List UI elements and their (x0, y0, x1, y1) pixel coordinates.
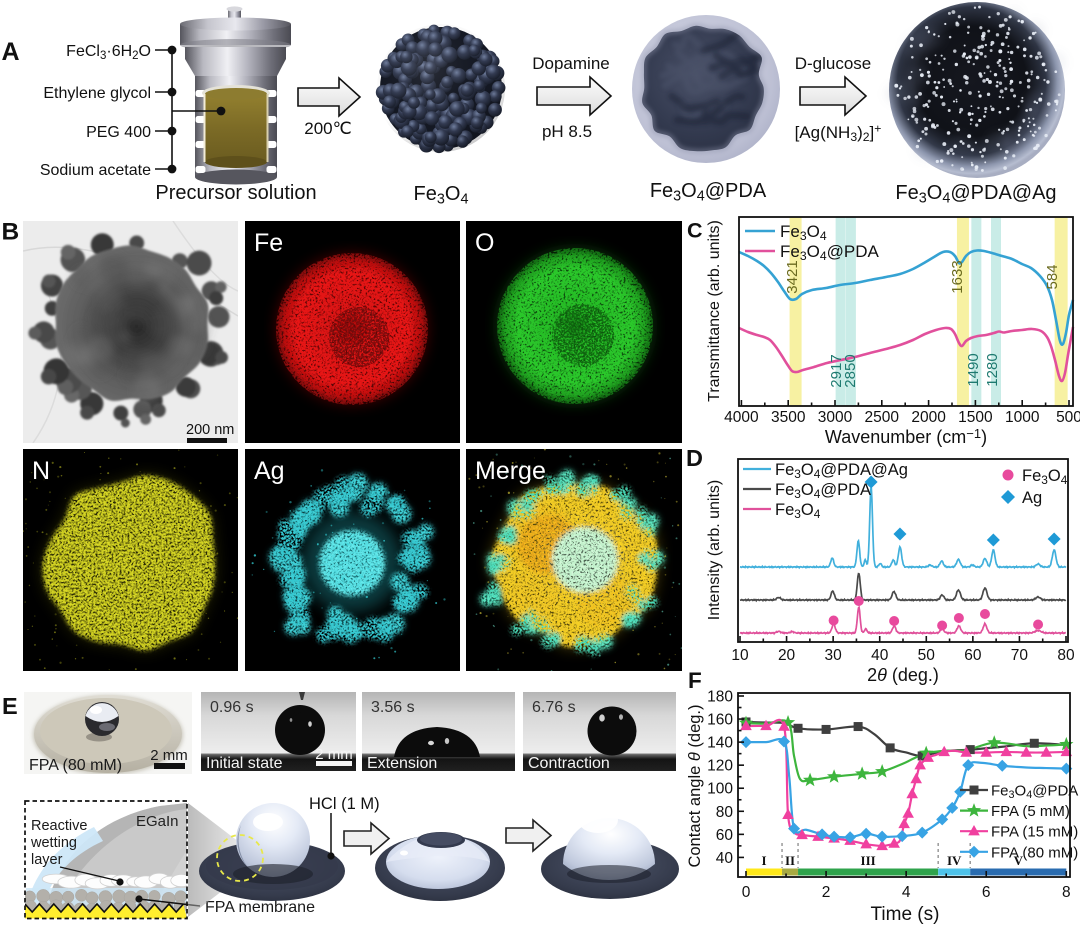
svg-text:FeCl3​·6H2​O: FeCl3​·6H2​O (66, 43, 151, 62)
svg-text:1490: 1490 (965, 353, 982, 386)
svg-text:FPA (80 mM): FPA (80 mM) (29, 757, 122, 774)
svg-text:Dopamine: Dopamine (532, 54, 610, 73)
svg-text:1633: 1633 (949, 260, 966, 293)
svg-text:160: 160 (707, 712, 733, 729)
svg-text:1500: 1500 (958, 409, 993, 426)
svg-text:FPA (15 mM): FPA (15 mM) (991, 824, 1078, 841)
svg-text:500: 500 (1056, 409, 1080, 426)
svg-text:Merge: Merge (475, 457, 546, 485)
svg-text:D: D (686, 445, 703, 471)
svg-text:2 mm: 2 mm (315, 746, 353, 763)
svg-text:20: 20 (778, 647, 796, 664)
svg-text:Ethylene glycol: Ethylene glycol (43, 85, 151, 102)
svg-text:0.96 s: 0.96 s (210, 699, 254, 716)
svg-text:Fe3​O4​: Fe3​O4​ (1022, 467, 1068, 487)
svg-text:Ag: Ag (1022, 489, 1042, 507)
svg-text:2θ (deg.): 2θ (deg.) (867, 665, 939, 685)
svg-text:wetting: wetting (30, 835, 77, 851)
svg-text:Precursor solution: Precursor solution (155, 182, 316, 204)
svg-text:10: 10 (731, 647, 749, 664)
svg-text:3.56 s: 3.56 s (371, 699, 415, 716)
svg-text:PEG 400: PEG 400 (86, 124, 151, 141)
svg-text:Fe3​O4​@PDA: Fe3​O4​@PDA (650, 180, 767, 205)
svg-text:Extension: Extension (367, 755, 437, 772)
svg-text:Fe3​O4​: Fe3​O4​ (414, 183, 469, 208)
svg-text:III: III (861, 853, 876, 868)
svg-text:80: 80 (716, 804, 734, 821)
svg-text:4: 4 (902, 884, 911, 901)
svg-text:Fe3​O4​: Fe3​O4​ (775, 501, 821, 521)
svg-text:584: 584 (1044, 264, 1061, 289)
svg-text:60: 60 (716, 827, 734, 844)
svg-text:V: V (1014, 853, 1024, 868)
svg-text:Reactive: Reactive (31, 818, 87, 834)
svg-text:3000: 3000 (818, 409, 853, 426)
svg-text:Fe3​O4​@PDA: Fe3​O4​@PDA (780, 242, 880, 263)
svg-text:Initial state: Initial state (206, 755, 283, 772)
svg-text:FPA (5 mM): FPA (5 mM) (991, 803, 1070, 820)
svg-text:30: 30 (825, 647, 843, 664)
svg-text:6.76 s: 6.76 s (532, 699, 576, 716)
svg-text:Fe3​O4​@PDA: Fe3​O4​@PDA (991, 783, 1078, 802)
svg-text:2000: 2000 (911, 409, 946, 426)
svg-text:N: N (32, 457, 50, 485)
svg-text:pH 8.5: pH 8.5 (542, 122, 592, 141)
svg-text:O: O (475, 229, 494, 257)
svg-text:D-glucose: D-glucose (795, 54, 872, 73)
svg-text:FPA (80 mM): FPA (80 mM) (991, 844, 1078, 861)
svg-text:C: C (687, 219, 703, 243)
svg-text:40: 40 (871, 647, 889, 664)
svg-text:Ag: Ag (254, 457, 285, 485)
svg-text:200℃: 200℃ (304, 119, 351, 138)
svg-text:60: 60 (964, 647, 982, 664)
svg-text:A: A (2, 38, 20, 66)
svg-text:70: 70 (1011, 647, 1029, 664)
svg-text:II: II (785, 853, 795, 868)
svg-text:layer: layer (31, 852, 63, 868)
svg-text:2850: 2850 (842, 354, 859, 387)
svg-text:50: 50 (918, 647, 936, 664)
svg-text:100: 100 (707, 781, 733, 798)
svg-text:Fe3​O4​@PDA@Ag: Fe3​O4​@PDA@Ag (895, 182, 1056, 207)
svg-text:B: B (2, 219, 20, 246)
svg-text:80: 80 (1057, 647, 1075, 664)
svg-text:2917: 2917 (828, 354, 845, 387)
svg-text:120: 120 (707, 758, 733, 775)
svg-text:Contact angle θ (deg.): Contact angle θ (deg.) (686, 704, 704, 867)
svg-text:Contraction: Contraction (528, 755, 610, 772)
svg-text:IV: IV (947, 853, 962, 868)
svg-text:1280: 1280 (984, 353, 1001, 386)
svg-text:HCl (1 M): HCl (1 M) (309, 795, 380, 813)
svg-text:40: 40 (716, 850, 734, 867)
svg-text:8: 8 (1062, 884, 1071, 901)
svg-text:6: 6 (982, 884, 991, 901)
svg-text:0: 0 (742, 884, 751, 901)
svg-text:4000: 4000 (724, 409, 759, 426)
svg-text:Wavenumber (cm−1​): Wavenumber (cm−1​) (825, 426, 987, 447)
svg-text:2: 2 (822, 884, 831, 901)
svg-text:2500: 2500 (865, 409, 900, 426)
svg-text:Fe: Fe (254, 229, 283, 257)
svg-text:Time (s): Time (s) (871, 904, 940, 925)
svg-text:E: E (2, 693, 18, 719)
svg-text:F: F (688, 668, 702, 693)
svg-text:1000: 1000 (1005, 409, 1040, 426)
svg-text:I: I (761, 853, 766, 868)
svg-text:140: 140 (707, 735, 733, 752)
svg-text:Fe3​O4​: Fe3​O4​ (780, 222, 827, 243)
svg-text:200 nm: 200 nm (186, 422, 234, 438)
svg-text:3421: 3421 (784, 260, 801, 293)
svg-text:3500: 3500 (771, 409, 806, 426)
svg-text:Fe3​O4​@PDA: Fe3​O4​@PDA (775, 481, 871, 501)
svg-text:EGaIn: EGaIn (136, 813, 179, 830)
svg-text:2 mm: 2 mm (150, 747, 188, 764)
svg-text:Intensity (arb. units): Intensity (arb. units) (706, 480, 723, 621)
svg-text:Fe3​O4​@PDA@Ag: Fe3​O4​@PDA@Ag (775, 461, 908, 481)
svg-text:FPA membrane: FPA membrane (205, 899, 315, 916)
svg-text:Sodium acetate: Sodium acetate (40, 162, 151, 179)
svg-text:Transmittance (arb. units): Transmittance (arb. units) (706, 220, 723, 402)
svg-text:180: 180 (707, 689, 733, 706)
svg-text:[Ag(NH3​)2​]+​: [Ag(NH3​)2​]+​ (795, 122, 882, 145)
